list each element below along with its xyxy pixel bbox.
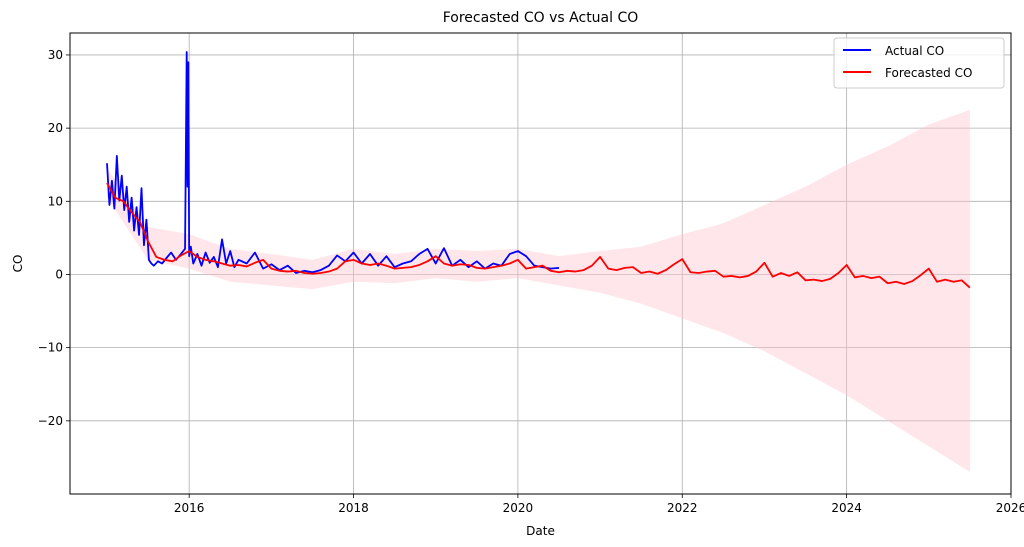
x-tick-label: 2016 [174,501,205,515]
y-axis-title: CO [11,255,25,273]
axis-ticks: 2016 2018 2020 2022 2024 2026 −20 −10 0 10 20 30 [38,48,1024,515]
plot-frame [69,32,1012,495]
x-tick-label: 2020 [503,501,534,515]
x-tick-label: 2022 [667,501,698,515]
x-tick-label: 2026 [996,501,1024,515]
x-tick-label: 2018 [338,501,369,515]
confidence-band-layer [106,109,970,473]
y-tick-label: −20 [38,414,63,428]
x-axis-title: Date [526,524,555,538]
y-tick-label: 0 [55,267,63,281]
chart-title: Forecasted CO vs Actual CO [443,10,639,26]
forecast-confidence-band [106,109,970,473]
y-tick-label: 10 [48,194,63,208]
grid [70,33,1012,494]
legend-box [833,37,1005,89]
series-layer [106,51,971,289]
y-tick-label: 20 [48,121,63,135]
y-tick-label: −10 [38,341,63,355]
legend-label-forecast: Forecasted CO [885,66,972,80]
x-tick-label: 2024 [831,501,862,515]
forecasted-co-line [106,182,971,289]
legend: Actual CO Forecasted CO [833,37,1005,89]
actual-co-line [106,51,560,274]
y-tick-label: 30 [48,48,63,62]
legend-label-actual: Actual CO [885,44,944,58]
